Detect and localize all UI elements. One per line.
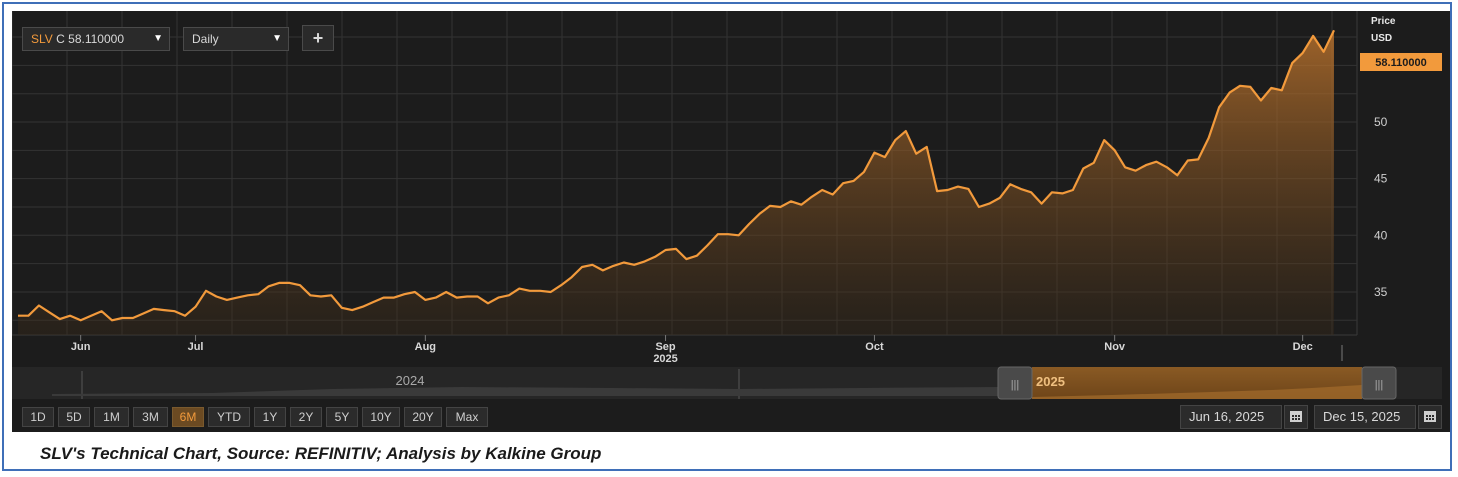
navigator-history: [52, 387, 1002, 396]
navigator-year-2024: 2024: [396, 373, 425, 388]
ticker-label: SLV: [31, 32, 53, 46]
range-button-2y[interactable]: 2Y: [290, 407, 322, 427]
range-button-5y[interactable]: 5Y: [326, 407, 358, 427]
price-line: [18, 29, 1335, 322]
end-calendar-button[interactable]: [1418, 405, 1442, 429]
symbol-selector[interactable]: SLV C 58.110000 ▼: [22, 27, 170, 51]
interval-label: Daily: [192, 32, 219, 46]
x-tick-label: Oct: [865, 341, 884, 353]
dropdown-arrow-icon: ▼: [153, 33, 163, 44]
range-button-1d[interactable]: 1D: [22, 407, 54, 427]
y-tick-label: 45: [1374, 172, 1388, 186]
x-tick-label: Nov: [1104, 341, 1126, 353]
navigator-selection-history: [1032, 385, 1362, 399]
grip-icon: |||: [1375, 379, 1384, 391]
navigator[interactable]: 2024 2025 ||| |||: [12, 366, 1442, 400]
calendar-icon: [1290, 411, 1302, 422]
navigator-right-handle[interactable]: [1361, 366, 1397, 400]
range-button-ytd[interactable]: YTD: [208, 407, 250, 427]
last-price-tag: 58.110000: [1375, 57, 1426, 69]
x-year-label: 2025: [653, 353, 677, 365]
currency-label: USD: [1371, 33, 1393, 44]
y-axis: 3540455055: [1374, 58, 1388, 299]
range-button-5d[interactable]: 5D: [58, 407, 90, 427]
chart-caption: SLV's Technical Chart, Source: REFINITIV…: [40, 444, 602, 463]
range-button-max[interactable]: Max: [446, 407, 488, 427]
end-date-field[interactable]: Dec 15, 2025: [1314, 405, 1416, 429]
range-button-3m[interactable]: 3M: [133, 407, 168, 427]
calendar-icon: [1424, 411, 1436, 422]
y-tick-label: 40: [1374, 228, 1388, 242]
y-tick-label: 50: [1374, 115, 1388, 129]
interval-selector[interactable]: Daily ▼: [183, 27, 289, 51]
close-prefix: C: [56, 32, 65, 46]
x-axis: Jun Jul Aug Sep Oct Nov Dec 2025: [71, 335, 1343, 365]
y-tick-label: 35: [1374, 285, 1388, 299]
last-price-tag-bg: [1360, 53, 1442, 71]
navigator-year-2025: 2025: [1036, 374, 1065, 389]
add-button[interactable]: +: [302, 25, 334, 51]
grip-icon: |||: [1011, 379, 1020, 391]
grid: [12, 11, 1358, 336]
x-tick-label: Aug: [415, 341, 436, 353]
price-area: [18, 30, 1334, 336]
start-calendar-button[interactable]: [1284, 405, 1308, 429]
start-date-field[interactable]: Jun 16, 2025: [1180, 405, 1282, 429]
range-button-1m[interactable]: 1M: [94, 407, 129, 427]
navigator-left-handle[interactable]: [997, 366, 1033, 400]
range-button-1y[interactable]: 1Y: [254, 407, 286, 427]
dropdown-arrow-icon: ▼: [272, 33, 282, 44]
x-tick-label: Dec: [1293, 341, 1313, 353]
x-tick-label: Jun: [71, 341, 91, 353]
price-axis-label: Price: [1371, 16, 1396, 27]
range-button-6m[interactable]: 6M: [172, 407, 204, 427]
close-value: 58.110000: [68, 32, 124, 46]
range-button-20y[interactable]: 20Y: [404, 407, 442, 427]
range-button-10y[interactable]: 10Y: [362, 407, 400, 427]
x-tick-label: Jul: [188, 341, 204, 353]
x-tick-label: Sep: [655, 341, 675, 353]
